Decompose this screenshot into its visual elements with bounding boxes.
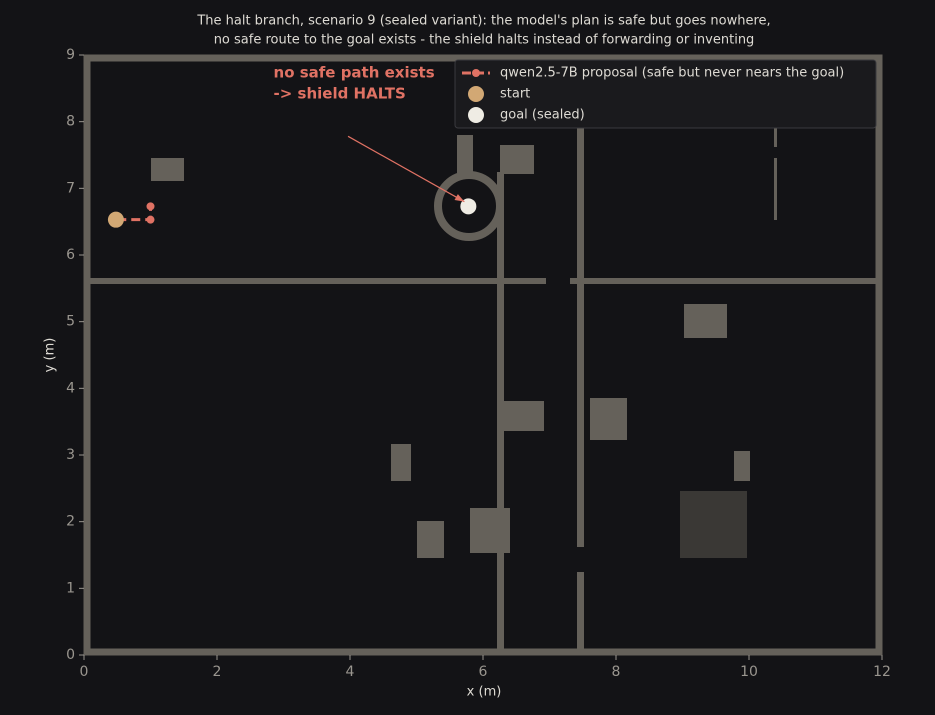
y-tick-label: 9 [66,47,75,63]
seal-ring [434,171,504,241]
obstacle [500,145,534,174]
obstacle [391,444,411,481]
y-tick-label: 7 [66,180,75,196]
obstacle [503,401,544,431]
obstacle [417,521,444,558]
x-tick-label: 6 [479,664,488,680]
proposal-point [146,202,155,211]
wall [577,58,584,547]
wall [88,278,546,284]
x-tick-label: 8 [612,664,621,680]
obstacle [457,135,473,173]
y-tick-label: 5 [66,314,75,330]
proposal-point [146,215,155,224]
legend: qwen2.5-7B proposal (safe but never near… [454,59,877,129]
x-axis-label: x (m) [467,685,502,700]
y-tick-label: 8 [66,114,75,130]
x-tick-label: 4 [346,664,355,680]
y-tick-label: 3 [66,447,75,463]
y-tick-label: 0 [66,647,75,663]
wall [577,572,584,652]
boundary-wall [83,54,883,656]
point [107,211,124,228]
x-tick-label: 0 [80,664,89,680]
legend-swatch [468,86,484,102]
legend-label: qwen2.5-7B proposal (safe but never near… [500,66,844,81]
y-tick-label: 4 [66,380,75,396]
x-tick-label: 12 [873,664,891,680]
x-tick-label: 10 [740,664,758,680]
wall [497,172,504,652]
y-tick-label: 1 [66,580,75,596]
legend-label: start [500,87,530,102]
legend-box [454,59,877,129]
annotation-arrow [347,135,465,203]
wall [570,278,878,284]
x-tick-label: 2 [213,664,222,680]
legend-label: goal (sealed) [500,108,585,123]
obstacle [470,508,510,553]
legend-swatch [468,107,484,123]
y-tick-label: 2 [66,514,75,530]
chart-title: no safe route to the goal exists - the s… [214,33,755,48]
wall [774,158,777,220]
obstacle [684,304,727,338]
annotation-text: no safe path exists [274,64,435,82]
point [460,198,477,215]
map [83,54,883,656]
y-tick-label: 6 [66,247,75,263]
obstacle [734,451,750,481]
y-axis-label: y (m) [43,338,58,373]
obstacle [680,491,747,558]
obstacle [590,398,627,440]
obstacle [151,158,184,181]
chart-title: The halt branch, scenario 9 (sealed vari… [196,14,770,29]
annotation-text: -> shield HALTS [274,85,406,103]
legend-swatch [472,69,480,77]
annotation-arrowhead [454,194,465,202]
